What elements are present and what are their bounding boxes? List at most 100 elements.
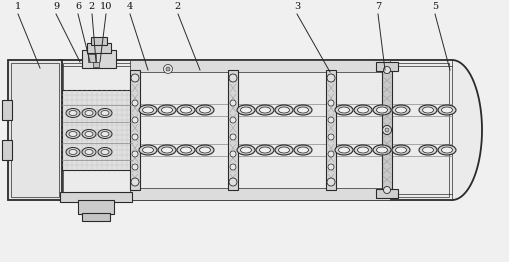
- Ellipse shape: [274, 105, 293, 115]
- Ellipse shape: [158, 105, 176, 115]
- Bar: [8, 60, 62, 200]
- Ellipse shape: [101, 111, 109, 116]
- Circle shape: [326, 74, 334, 82]
- Ellipse shape: [297, 147, 308, 153]
- Bar: [82, 213, 110, 221]
- Bar: [63, 63, 448, 197]
- Ellipse shape: [437, 105, 455, 115]
- Ellipse shape: [66, 108, 80, 117]
- Text: 7: 7: [374, 2, 380, 11]
- Ellipse shape: [256, 105, 273, 115]
- Ellipse shape: [240, 147, 251, 153]
- Ellipse shape: [177, 105, 194, 115]
- Circle shape: [327, 100, 333, 106]
- Ellipse shape: [82, 148, 96, 156]
- Ellipse shape: [158, 145, 176, 155]
- Ellipse shape: [259, 147, 270, 153]
- Ellipse shape: [69, 111, 77, 116]
- Circle shape: [132, 134, 138, 140]
- Bar: [91, 37, 107, 45]
- Circle shape: [132, 164, 138, 170]
- Ellipse shape: [180, 107, 191, 113]
- Ellipse shape: [437, 145, 455, 155]
- Ellipse shape: [142, 107, 153, 113]
- Ellipse shape: [293, 105, 312, 115]
- Circle shape: [163, 64, 172, 74]
- Ellipse shape: [357, 107, 368, 113]
- Text: 2: 2: [89, 2, 95, 11]
- Circle shape: [327, 164, 333, 170]
- Ellipse shape: [82, 108, 96, 117]
- Ellipse shape: [334, 105, 352, 115]
- Circle shape: [384, 128, 388, 132]
- Bar: [62, 90, 132, 170]
- Ellipse shape: [101, 150, 109, 155]
- Ellipse shape: [142, 147, 153, 153]
- Circle shape: [165, 67, 169, 71]
- Text: 10: 10: [100, 2, 112, 11]
- Circle shape: [230, 134, 236, 140]
- Ellipse shape: [161, 147, 172, 153]
- Circle shape: [383, 67, 390, 74]
- Ellipse shape: [418, 105, 436, 115]
- Ellipse shape: [237, 105, 254, 115]
- Ellipse shape: [391, 145, 409, 155]
- Circle shape: [230, 164, 236, 170]
- Bar: [325, 70, 335, 190]
- Ellipse shape: [421, 107, 433, 113]
- Ellipse shape: [240, 107, 251, 113]
- Ellipse shape: [394, 107, 406, 113]
- Ellipse shape: [82, 129, 96, 139]
- Text: 9: 9: [53, 2, 59, 11]
- Ellipse shape: [391, 105, 409, 115]
- Bar: [88, 54, 96, 62]
- Ellipse shape: [357, 147, 368, 153]
- Bar: [130, 70, 140, 190]
- Ellipse shape: [85, 111, 93, 116]
- Ellipse shape: [274, 145, 293, 155]
- Text: 4: 4: [127, 2, 133, 11]
- Bar: [87, 43, 111, 53]
- Text: 6: 6: [75, 2, 81, 11]
- Bar: [130, 60, 389, 72]
- Ellipse shape: [278, 107, 289, 113]
- Circle shape: [382, 125, 391, 134]
- Bar: [375, 189, 397, 198]
- Bar: [381, 71, 391, 189]
- Circle shape: [229, 74, 237, 82]
- Ellipse shape: [334, 145, 352, 155]
- Ellipse shape: [199, 107, 210, 113]
- Bar: [228, 70, 238, 190]
- Circle shape: [383, 187, 390, 194]
- Ellipse shape: [98, 148, 112, 156]
- Text: 5: 5: [431, 2, 437, 11]
- Ellipse shape: [394, 147, 406, 153]
- Ellipse shape: [372, 145, 390, 155]
- Ellipse shape: [199, 147, 210, 153]
- Ellipse shape: [418, 145, 436, 155]
- Ellipse shape: [421, 147, 433, 153]
- Circle shape: [132, 100, 138, 106]
- Ellipse shape: [376, 147, 387, 153]
- Ellipse shape: [259, 107, 270, 113]
- Ellipse shape: [69, 132, 77, 137]
- Circle shape: [230, 151, 236, 157]
- Circle shape: [230, 100, 236, 106]
- Circle shape: [131, 74, 139, 82]
- Ellipse shape: [98, 129, 112, 139]
- Circle shape: [327, 151, 333, 157]
- Ellipse shape: [85, 132, 93, 137]
- Ellipse shape: [278, 147, 289, 153]
- Bar: [130, 188, 389, 200]
- Ellipse shape: [441, 147, 451, 153]
- Ellipse shape: [237, 145, 254, 155]
- Ellipse shape: [338, 147, 349, 153]
- Text: 1: 1: [15, 2, 21, 11]
- Bar: [60, 192, 132, 202]
- Ellipse shape: [297, 107, 308, 113]
- Circle shape: [327, 134, 333, 140]
- Ellipse shape: [376, 107, 387, 113]
- Circle shape: [229, 178, 237, 186]
- Ellipse shape: [69, 150, 77, 155]
- Ellipse shape: [139, 145, 157, 155]
